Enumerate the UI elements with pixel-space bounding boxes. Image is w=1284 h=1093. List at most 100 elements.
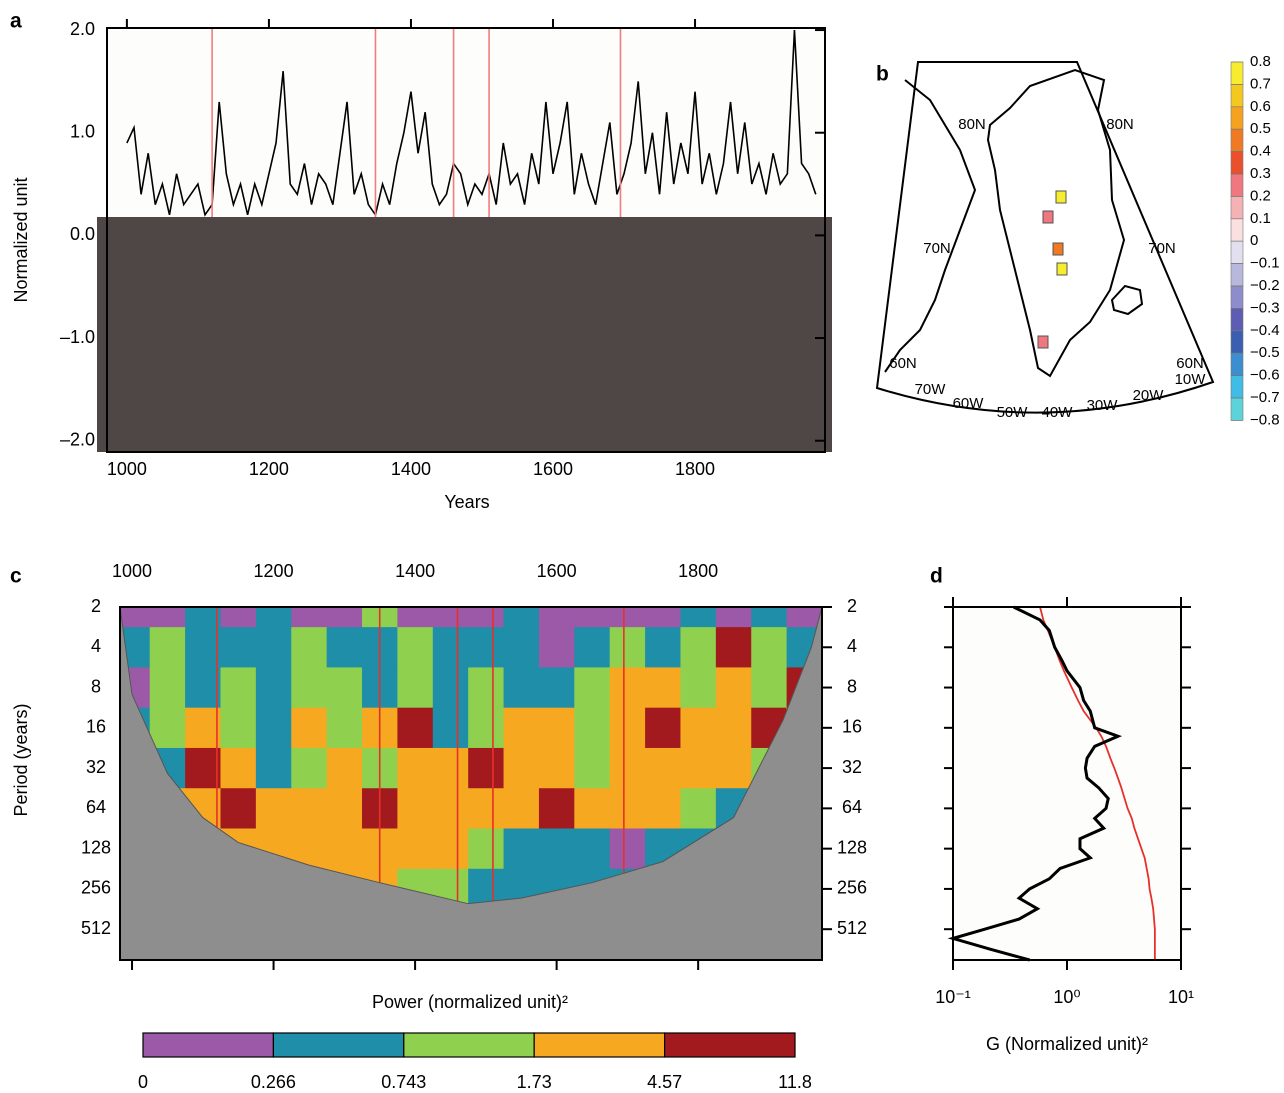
power-cell	[185, 747, 221, 789]
canada-coast	[884, 79, 977, 373]
power-cell	[538, 747, 575, 789]
power-cell	[786, 607, 822, 628]
power-cell	[538, 788, 575, 830]
power-cell	[538, 828, 575, 870]
power-cell	[715, 627, 752, 668]
power-cell	[715, 607, 752, 628]
series-line	[1039, 606, 1156, 960]
x-tick-label: 10⁰	[1053, 987, 1080, 1007]
colorbar-label: −0.4	[1250, 322, 1280, 339]
y-tick-label: 256	[837, 878, 867, 898]
power-cell	[574, 627, 611, 668]
power-cell	[326, 747, 363, 789]
longitude-label: 60W	[953, 395, 985, 412]
power-cell	[397, 747, 434, 789]
power-cell	[326, 627, 363, 668]
y-axis-label: Normalized unit	[11, 177, 31, 302]
power-cell	[397, 607, 434, 628]
y-tick-label: 2	[91, 596, 101, 616]
power-cell	[149, 667, 186, 709]
colorbar-cell	[1230, 128, 1244, 152]
colorbar-label: 11.8	[778, 1072, 812, 1092]
colorbar-label: −0.3	[1250, 299, 1280, 316]
y-tick-label: 4	[91, 636, 101, 656]
power-cell	[432, 607, 469, 628]
power-cell	[645, 747, 681, 789]
y-axis-label: Period (years)	[11, 703, 31, 816]
power-cell	[609, 667, 646, 709]
power-cell	[574, 607, 611, 628]
colorbar-label: −0.5	[1250, 344, 1280, 361]
power-cell	[574, 707, 611, 749]
cone-of-influence	[120, 607, 822, 960]
colorbar-label: 4.57	[647, 1072, 682, 1092]
y-tick-label: 512	[837, 918, 867, 938]
power-cell	[255, 607, 292, 628]
map	[875, 61, 1215, 414]
power-cell	[645, 607, 681, 628]
power-cell	[538, 607, 575, 628]
y-tick-label: –2.0	[60, 429, 95, 449]
x-tick-label: 1400	[391, 459, 431, 479]
power-cell	[432, 747, 469, 789]
power-cell	[680, 667, 717, 709]
colorbar-cell	[1230, 84, 1244, 108]
power-cell	[255, 747, 292, 789]
power-cell	[220, 707, 257, 749]
panel-letter: c	[10, 565, 22, 588]
y-tick-label: 1.0	[70, 121, 95, 141]
power-cell	[149, 707, 186, 749]
map-frame	[875, 61, 1215, 414]
power-cell	[574, 788, 611, 830]
plot-area	[953, 607, 1181, 960]
series-line	[126, 30, 817, 217]
power-cell	[715, 747, 752, 789]
power-cell	[397, 707, 434, 749]
power-cell	[538, 667, 575, 709]
latitude-label: 70N	[1148, 240, 1176, 257]
colorbar-label: −0.1	[1250, 255, 1280, 272]
colorbar-label: −0.7	[1250, 389, 1280, 406]
power-cell	[291, 667, 328, 709]
y-tick-label: 2	[847, 596, 857, 616]
power-cell	[120, 607, 151, 628]
overlay-box	[97, 217, 832, 452]
power-cell	[609, 607, 646, 628]
colorbar-cell	[1230, 285, 1244, 309]
series-line	[947, 605, 1123, 962]
power-cell	[574, 747, 611, 789]
power-cell	[397, 667, 434, 709]
power-cell	[680, 788, 717, 830]
longitude-label: 10W	[1175, 371, 1207, 388]
latitude-label: 80N	[958, 116, 986, 133]
x-tick-label: 1600	[537, 561, 577, 581]
colorbar-cell	[663, 1032, 796, 1058]
colorbar-label: 1.73	[517, 1072, 552, 1092]
x-axis-label: Years	[444, 492, 489, 512]
y-tick-label: 64	[842, 797, 862, 817]
power-cell	[255, 788, 292, 830]
colorbar-cell	[533, 1032, 666, 1058]
panel-letter: b	[876, 63, 889, 86]
latitude-label: 60N	[1176, 355, 1204, 372]
power-cell	[291, 627, 328, 668]
site-marker	[1042, 210, 1054, 224]
power-cell	[503, 707, 540, 749]
x-tick-label: 10¹	[1168, 987, 1194, 1007]
colorbar-cell	[1230, 173, 1244, 197]
power-cell	[185, 667, 221, 709]
colorbar-cell	[1230, 61, 1244, 85]
y-tick-label: 2.0	[70, 19, 95, 39]
y-tick-label: 256	[81, 878, 111, 898]
colorbar-cell	[1230, 375, 1244, 399]
y-tick-label: 16	[86, 717, 106, 737]
power-cell	[680, 707, 717, 749]
colorbar-cell	[1230, 397, 1244, 421]
power-cell	[538, 627, 575, 668]
x-axis-label: G (Normalized unit)²	[986, 1034, 1148, 1054]
power-cell	[149, 627, 186, 668]
colorbar-label: 0.2	[1250, 187, 1271, 204]
power-cell	[432, 788, 469, 830]
x-tick-label: 1200	[249, 459, 289, 479]
y-tick-label: 32	[842, 757, 862, 777]
